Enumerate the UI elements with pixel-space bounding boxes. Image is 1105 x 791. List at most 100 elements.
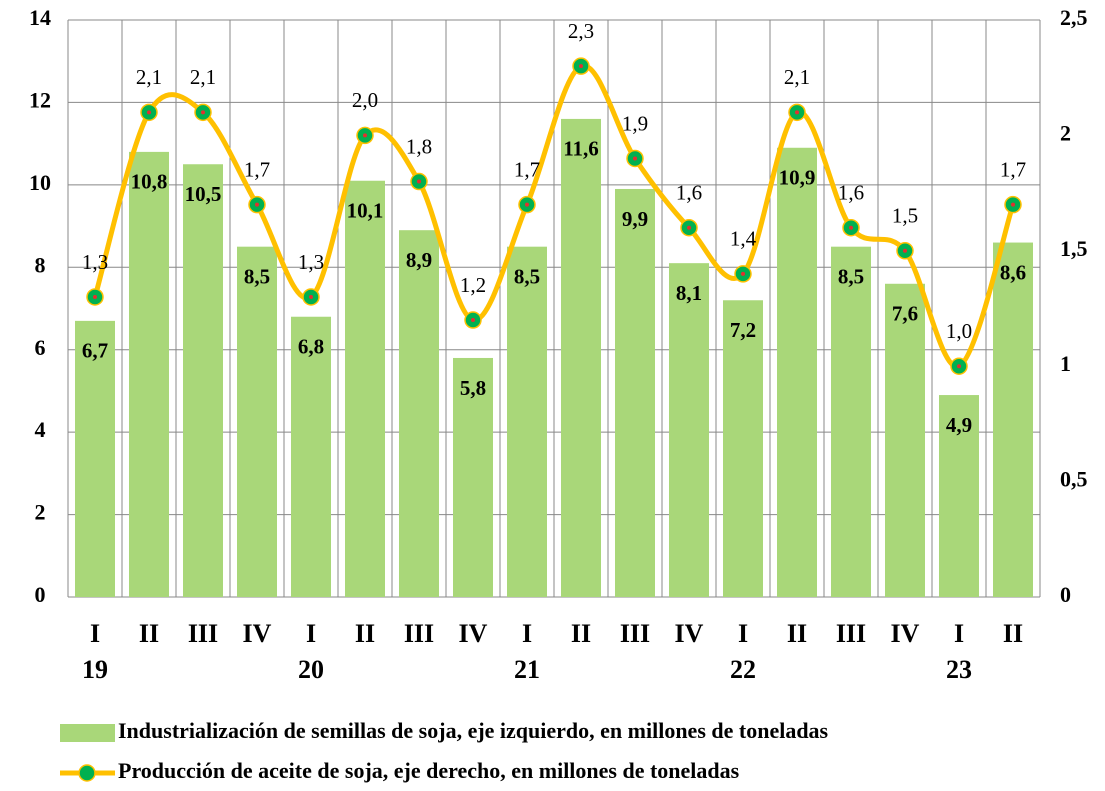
bar-label: 5,8 <box>460 376 486 400</box>
bar <box>345 180 385 597</box>
bar-label: 8,9 <box>406 248 432 272</box>
bar <box>75 320 115 597</box>
year-label: 20 <box>298 655 324 684</box>
line-label: 1,8 <box>406 134 432 158</box>
line-label: 2,1 <box>784 65 810 89</box>
marker-dot <box>309 294 313 299</box>
y-tick-label: 4 <box>35 417 46 442</box>
x-tick-label: II <box>571 619 591 648</box>
marker-dot <box>471 318 475 323</box>
y2-tick-label: 1,5 <box>1060 236 1088 261</box>
x-tick-label: I <box>954 619 964 648</box>
x-tick-label: III <box>620 619 650 648</box>
line-label: 1,0 <box>946 319 972 343</box>
marker-dot <box>687 225 691 230</box>
bar-label: 8,1 <box>676 281 702 305</box>
line-label: 2,1 <box>190 65 216 89</box>
year-label: 21 <box>514 655 540 684</box>
bar <box>237 246 277 597</box>
x-tick-label: IV <box>459 619 488 648</box>
y2-tick-label: 2,5 <box>1060 5 1088 30</box>
year-label: 19 <box>82 655 108 684</box>
y-tick-label: 12 <box>29 87 51 112</box>
bar-label: 10,5 <box>185 182 222 206</box>
line-label: 1,9 <box>622 111 648 135</box>
bar-label: 8,5 <box>514 264 540 288</box>
bar-label: 7,6 <box>892 302 918 326</box>
bar-label: 8,6 <box>1000 260 1026 284</box>
bar-label: 4,9 <box>946 413 972 437</box>
marker-dot <box>1011 202 1015 207</box>
x-tick-label: III <box>188 619 218 648</box>
y-tick-label: 2 <box>35 500 46 525</box>
bar <box>507 246 547 597</box>
year-label: 22 <box>730 655 756 684</box>
y2-tick-label: 1 <box>1060 351 1071 376</box>
line-label: 2,1 <box>136 65 162 89</box>
marker-dot <box>255 202 259 207</box>
x-tick-label: II <box>139 619 159 648</box>
marker-dot <box>201 110 205 115</box>
bar-label: 6,7 <box>82 339 108 363</box>
bar <box>993 242 1033 598</box>
line-label: 2,0 <box>352 88 378 112</box>
x-tick-label: II <box>355 619 375 648</box>
bar-label: 10,8 <box>131 170 168 194</box>
x-tick-label: II <box>787 619 807 648</box>
y-tick-label: 0 <box>35 582 46 607</box>
bar-label: 9,9 <box>622 207 648 231</box>
marker-dot <box>633 156 637 161</box>
bar <box>453 357 493 597</box>
line-label: 1,7 <box>1000 157 1026 181</box>
marker-dot <box>147 110 151 115</box>
x-tick-label: III <box>404 619 434 648</box>
x-tick-label: III <box>836 619 866 648</box>
marker-dot <box>849 225 853 230</box>
marker-dot <box>93 294 97 299</box>
bar-label: 10,1 <box>347 199 384 223</box>
bar <box>129 151 169 597</box>
marker-dot <box>957 364 961 369</box>
x-tick-label: I <box>90 619 100 648</box>
bar <box>399 230 439 597</box>
marker-dot <box>795 110 799 115</box>
line-label: 1,7 <box>514 157 540 181</box>
bar-label: 6,8 <box>298 335 324 359</box>
bar <box>939 395 979 597</box>
bar-label: 10,9 <box>779 166 816 190</box>
bar-label: 8,5 <box>838 264 864 288</box>
bar <box>885 283 925 597</box>
line-label: 1,6 <box>838 181 864 205</box>
line-label: 1,3 <box>82 250 108 274</box>
line-label: 1,2 <box>460 273 486 297</box>
y-tick-label: 8 <box>35 252 46 277</box>
marker-dot <box>417 179 421 184</box>
marker-dot <box>579 64 583 69</box>
line-label: 1,3 <box>298 250 324 274</box>
x-tick-label: I <box>306 619 316 648</box>
x-tick-label: II <box>1003 619 1023 648</box>
y2-tick-label: 0,5 <box>1060 467 1088 492</box>
bar <box>183 164 223 597</box>
legend-marker <box>78 764 96 782</box>
bar <box>777 147 817 597</box>
y-tick-label: 10 <box>29 170 51 195</box>
line-label: 2,3 <box>568 19 594 43</box>
marker-dot <box>741 271 745 276</box>
line-label: 1,5 <box>892 204 918 228</box>
x-tick-label: IV <box>243 619 272 648</box>
bar <box>831 246 871 597</box>
line-label: 1,7 <box>244 157 270 181</box>
bar <box>669 263 709 597</box>
y-tick-label: 6 <box>35 335 46 360</box>
bar-label: 11,6 <box>563 137 599 161</box>
bar <box>561 118 601 598</box>
x-tick-label: I <box>738 619 748 648</box>
y-tick-label: 14 <box>29 5 51 30</box>
bar-label: 7,2 <box>730 318 756 342</box>
bar <box>615 188 655 597</box>
legend-label: Industrialización de semillas de soja, e… <box>118 718 829 743</box>
legend-label: Producción de aceite de soja, eje derech… <box>118 758 740 783</box>
bar <box>723 300 763 597</box>
